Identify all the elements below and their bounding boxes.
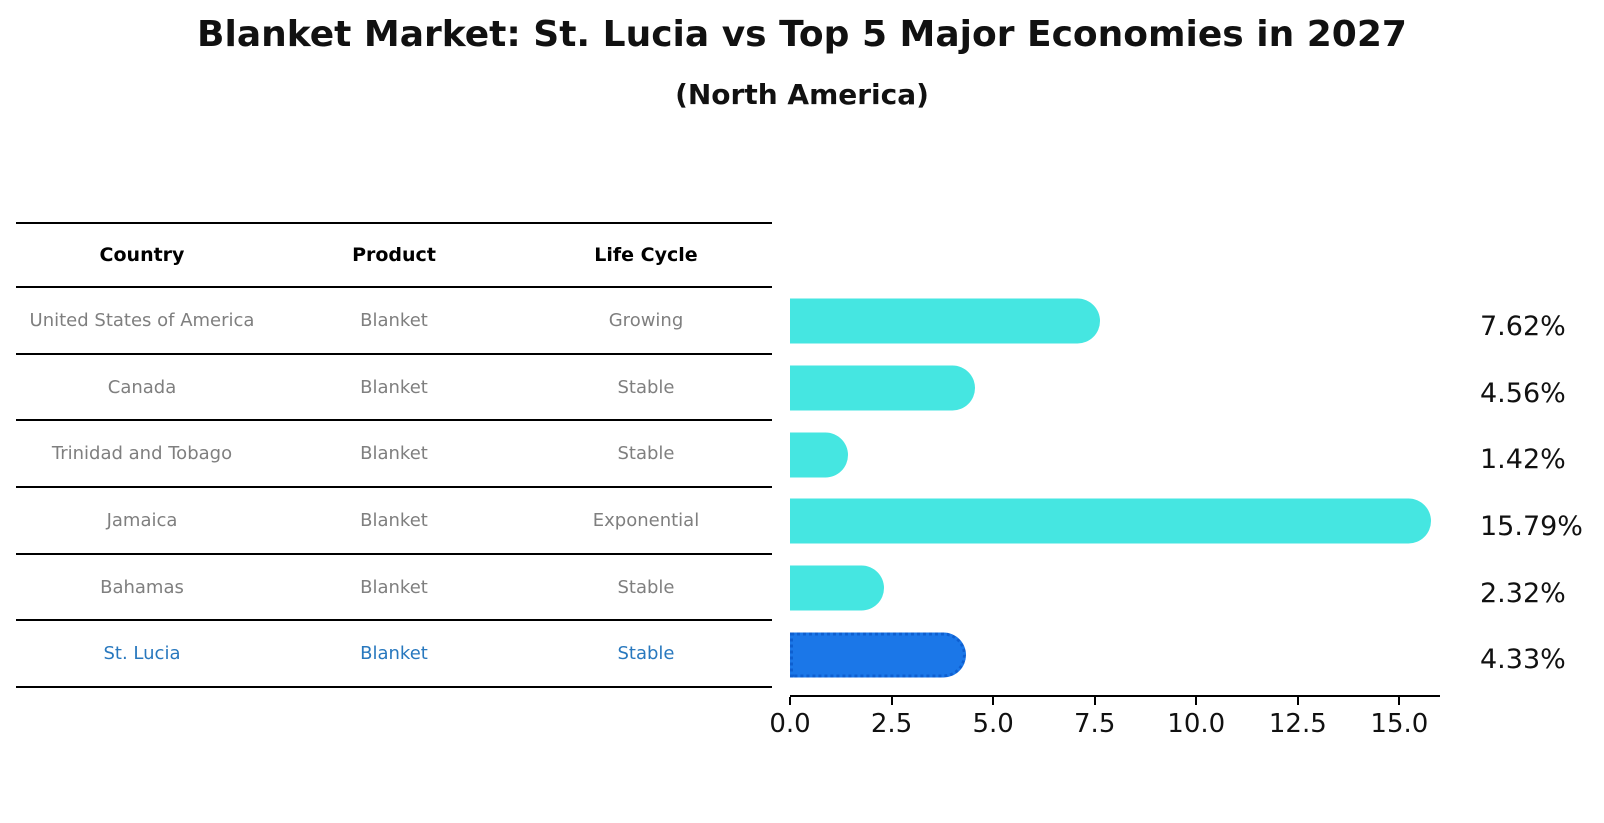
value-label-trinidad-and-tobago: 1.42% bbox=[1480, 444, 1566, 476]
bar-canada bbox=[790, 365, 976, 411]
table-row-trinidad-and-tobago: Trinidad and Tobago Blanket Stable bbox=[16, 421, 772, 489]
cell-product: Blanket bbox=[360, 376, 428, 398]
cell-product: Blanket bbox=[360, 643, 428, 665]
x-axis-tick-label: 12.5 bbox=[1268, 709, 1327, 739]
cell-product: Blanket bbox=[360, 309, 428, 331]
x-axis-tick-label: 2.5 bbox=[870, 709, 913, 739]
value-label-row: 7.62% bbox=[1480, 288, 1600, 355]
value-label-row: 2.32% bbox=[1480, 555, 1600, 622]
bar-bahamas bbox=[790, 565, 885, 611]
x-axis-tick bbox=[992, 697, 995, 705]
value-label-row: 4.33% bbox=[1480, 621, 1600, 688]
value-label-jamaica: 15.79% bbox=[1480, 510, 1583, 542]
x-axis-tick bbox=[1093, 697, 1096, 705]
market-table: Country Product Life Cycle United States… bbox=[16, 222, 772, 689]
bar-trinidad-and-tobago bbox=[790, 432, 848, 478]
x-axis-tick bbox=[1398, 697, 1401, 705]
value-label-united-states-of-america: 7.62% bbox=[1480, 310, 1566, 342]
chart-subtitle: (North America) bbox=[675, 78, 929, 111]
bar-row bbox=[790, 355, 1440, 422]
cell-product: Blanket bbox=[360, 509, 428, 531]
value-label-row: 4.56% bbox=[1480, 355, 1600, 422]
cell-life-cycle: Stable bbox=[617, 443, 675, 465]
cell-life-cycle: Stable bbox=[617, 576, 675, 598]
table-row-st-lucia: St. Lucia Blanket Stable bbox=[16, 621, 772, 689]
x-axis-tick-label: 5.0 bbox=[972, 709, 1014, 739]
bar-united-states-of-america bbox=[790, 298, 1100, 344]
cell-life-cycle: Stable bbox=[617, 643, 675, 665]
x-axis-tick bbox=[1195, 697, 1198, 705]
x-axis-tick-label: 0.0 bbox=[769, 709, 811, 739]
column-header-product: Product bbox=[352, 244, 436, 266]
value-label-canada: 4.56% bbox=[1480, 377, 1566, 409]
bar-jamaica bbox=[790, 498, 1432, 544]
value-label-bahamas: 2.32% bbox=[1480, 577, 1566, 609]
x-axis-tick bbox=[789, 697, 791, 705]
bar-row bbox=[790, 421, 1440, 488]
table-row-bahamas: Bahamas Blanket Stable bbox=[16, 555, 772, 622]
column-header-life-cycle: Life Cycle bbox=[594, 244, 698, 266]
bar-row bbox=[790, 555, 1440, 622]
bar-st-lucia bbox=[790, 632, 966, 678]
x-axis-tick bbox=[1296, 697, 1299, 705]
cell-life-cycle: Exponential bbox=[592, 509, 700, 531]
cell-product: Blanket bbox=[360, 443, 428, 465]
cell-product: Blanket bbox=[360, 576, 428, 598]
value-label-st-lucia: 4.33% bbox=[1480, 644, 1566, 676]
bar-row bbox=[790, 288, 1440, 355]
x-axis-tick-label: 15.0 bbox=[1370, 709, 1429, 739]
value-label-row: 1.42% bbox=[1480, 421, 1600, 488]
table-row-canada: Canada Blanket Stable bbox=[16, 355, 772, 422]
cell-country: Jamaica bbox=[106, 509, 178, 531]
chart-title: Blanket Market: St. Lucia vs Top 5 Major… bbox=[197, 14, 1407, 55]
cell-country: United States of America bbox=[29, 309, 255, 331]
column-header-country: Country bbox=[99, 244, 185, 266]
table-row-united-states: United States of America Blanket Growing bbox=[16, 288, 772, 355]
value-label-row: 15.79% bbox=[1480, 488, 1600, 555]
value-labels: 7.62% 4.56% 1.42% 15.79% 2.32% 4.33% bbox=[1480, 288, 1600, 688]
x-axis-tick bbox=[890, 697, 893, 705]
cell-country: St. Lucia bbox=[103, 643, 181, 665]
cell-country: Bahamas bbox=[100, 576, 184, 598]
cell-country: Canada bbox=[107, 376, 177, 398]
table-row-jamaica: Jamaica Blanket Exponential bbox=[16, 488, 772, 555]
bar-area bbox=[790, 288, 1440, 688]
bar-row bbox=[790, 488, 1440, 555]
x-axis-tick-label: 7.5 bbox=[1074, 709, 1116, 739]
cell-life-cycle: Growing bbox=[608, 309, 684, 331]
x-axis-tick-label: 10.0 bbox=[1167, 709, 1226, 739]
table-header-row: Country Product Life Cycle bbox=[16, 222, 772, 288]
cell-life-cycle: Stable bbox=[617, 376, 675, 398]
bar-row bbox=[790, 621, 1440, 688]
bar-plot: 0.0 2.5 5.0 7.5 10.0 12.5 15.0 bbox=[769, 288, 1440, 739]
cell-country: Trinidad and Tobago bbox=[51, 443, 233, 465]
